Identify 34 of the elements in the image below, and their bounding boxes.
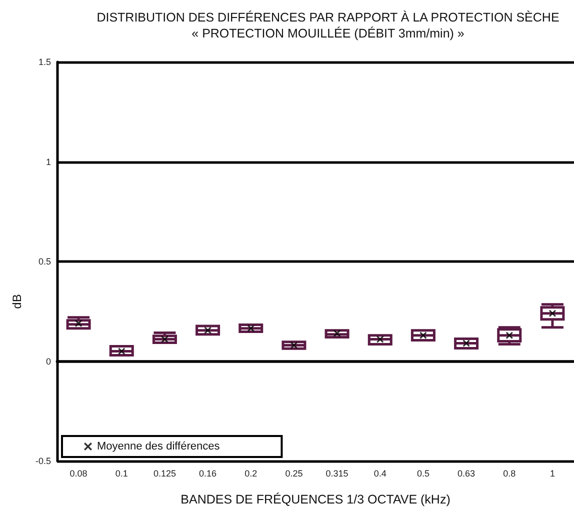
y-tick-label: -0.5: [35, 456, 51, 466]
chart-subtitle: « PROTECTION MOUILLÉE (DÉBIT 3mm/min) »: [192, 26, 464, 40]
point: [376, 336, 384, 343]
point: [506, 332, 513, 339]
x-tick-label: 0.25: [285, 468, 303, 478]
x-tick-label: 0.8: [503, 468, 516, 478]
y-tick-label: 0: [46, 356, 51, 366]
point: [420, 332, 427, 339]
point: [290, 342, 298, 349]
point: [204, 326, 212, 334]
x-tick-label: 0.08: [70, 468, 88, 478]
x-tick-label: 0.315: [326, 468, 348, 478]
x-tick-label: 0.63: [458, 468, 476, 478]
chart-title: DISTRIBUTION DES DIFFÉRENCES PAR RAPPORT À LA PROTECTION SÈCHE: [96, 10, 560, 24]
x-tick-label: 0.4: [374, 468, 386, 478]
x-tick-label: 0.2: [244, 468, 258, 478]
y-tick-label: 0.5: [38, 256, 51, 266]
point: [118, 348, 126, 355]
x-tick-label: 0.1: [115, 468, 128, 478]
y-tick-label: 1.5: [38, 57, 51, 67]
point: [462, 340, 470, 347]
y-tick-label: 1: [46, 156, 51, 167]
x-tick-label: 1: [550, 468, 555, 478]
x-axis-title: BANDES DE FRÉQUENCES 1/3 OCTAVE (kHz): [180, 492, 450, 506]
point: [161, 336, 168, 343]
x-tick-label: 0.5: [416, 468, 430, 478]
x-tick-label: 0.16: [199, 468, 217, 478]
y-axis-title: dB: [10, 294, 24, 309]
point: [334, 330, 341, 337]
point: [75, 320, 82, 327]
legend-label: Moyenne des différences: [97, 440, 220, 452]
point: [548, 310, 556, 317]
x-tick-label: 0.125: [153, 468, 176, 478]
point: [247, 324, 254, 332]
